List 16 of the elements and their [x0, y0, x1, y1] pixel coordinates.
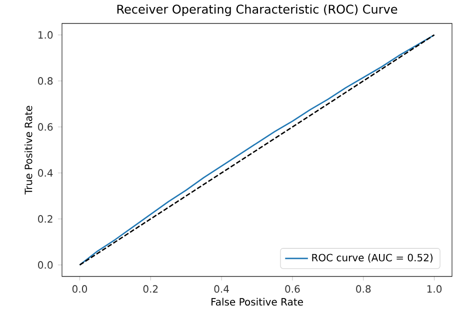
x-tick-label: 0.6: [285, 284, 300, 292]
y-axis-title: True Positive Rate: [24, 106, 32, 194]
x-tick-label: 0.0: [72, 284, 88, 292]
y-tick-label: 0.2: [38, 214, 52, 223]
x-tick-label: 0.8: [356, 284, 371, 292]
x-tick-label: 0.2: [143, 284, 158, 292]
x-tick-label: 1.0: [427, 284, 442, 292]
y-tick-label: 1.0: [38, 30, 53, 39]
y-tick-label: 0.0: [38, 260, 53, 269]
legend-label: ROC curve (AUC = 0.52): [312, 253, 432, 262]
y-tick-label: 0.8: [38, 76, 53, 85]
x-tick-label: 0.4: [214, 284, 229, 292]
y-tick-label: 0.6: [38, 122, 53, 131]
y-tick-label: 0.4: [38, 168, 53, 177]
chart-title: Receiver Operating Characteristic (ROC) Curve: [117, 4, 398, 16]
x-axis-title: False Positive Rate: [212, 298, 303, 306]
